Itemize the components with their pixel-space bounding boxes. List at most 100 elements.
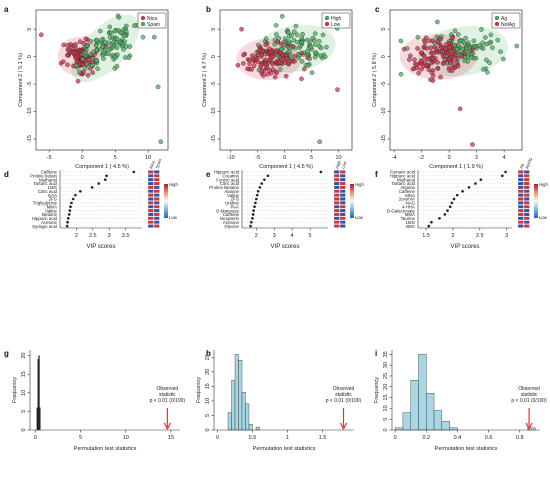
x-axis-label: VIP scores [451, 244, 480, 250]
heatmap-cell [153, 197, 160, 201]
data-point-spain [114, 64, 120, 69]
histogram-bar [426, 393, 435, 431]
x-tick-label: 0 [448, 155, 451, 161]
heatmap-cell [147, 170, 154, 174]
heatmap-cell [333, 212, 340, 217]
data-point-low [235, 63, 241, 68]
y-axis-label: Frequency [12, 377, 18, 403]
heatmap-cell [153, 193, 160, 197]
vip-point [438, 217, 441, 220]
outlier-point [239, 26, 244, 32]
heatmap-cell [523, 189, 530, 194]
heatmap-cell [333, 201, 340, 205]
heatmap-cell [339, 174, 346, 178]
vip-point [97, 182, 101, 185]
x-tick-label: 5 [79, 435, 82, 441]
vip-point [251, 213, 255, 216]
y-axis-label: Component 2 ( 5.8 %) [372, 53, 378, 107]
data-point-low [263, 42, 269, 47]
heatmap-cell [339, 185, 346, 190]
feature-label: Neopterin [220, 216, 240, 221]
data-point-high [305, 37, 310, 43]
y-tick-label: 0 [27, 55, 33, 58]
heatmap-cell [333, 177, 340, 182]
heatmap-column-label: Spain [154, 158, 162, 169]
data-point-notag [423, 35, 429, 41]
data-point-high [289, 33, 294, 38]
vip-point [74, 193, 77, 197]
heatmap-cell [517, 189, 524, 194]
histogram-bar [248, 423, 253, 431]
vip-point [255, 193, 259, 197]
data-point-notag [412, 57, 417, 63]
heatmap-cell [339, 224, 346, 228]
data-point-low [292, 54, 297, 59]
data-point-spain [94, 58, 99, 63]
heatmap-column-label: NotAg [524, 157, 533, 169]
heatmap-cell [339, 212, 346, 217]
x-tick-label: 2 [451, 233, 454, 239]
data-point-notag [418, 59, 424, 64]
feature-label: Tartaric acid [33, 181, 57, 186]
data-point-spain [124, 23, 129, 29]
legend-swatch [140, 21, 146, 27]
feature-label: Acetone [41, 220, 58, 225]
data-point-notag [426, 67, 432, 73]
data-point-notag [422, 55, 428, 61]
data-point-high [310, 35, 316, 41]
vip-point [65, 224, 69, 228]
vip-point [71, 197, 75, 201]
heatmap-column-label: Low [340, 161, 347, 170]
data-point-low [290, 44, 296, 49]
data-point-spain [126, 55, 132, 60]
data-point-notag [429, 70, 435, 76]
data-point-spain [114, 36, 120, 42]
plot-frame [35, 9, 169, 151]
y-axis-label: Frequency [196, 377, 202, 403]
y-tick-label: 0 [21, 428, 27, 431]
data-point-ag [487, 60, 492, 65]
data-point-notag [454, 59, 459, 65]
vip-point [260, 182, 264, 185]
observed-label: statistic [521, 392, 538, 398]
observed-label: p < 0.01 (0/100) [150, 398, 186, 404]
data-point-ag [460, 46, 465, 52]
panel-b: b -10 -5 0 5 10 -15 -10 -5 0 5 Component 1 ( 4.5 %)… [202, 5, 353, 170]
x-axis-label: Permutation test statistics [253, 446, 316, 452]
x-tick-label: 10 [145, 155, 151, 161]
data-point-notag [451, 48, 457, 54]
heatmap-cell [339, 197, 346, 201]
x-tick-label: 1.5 [319, 435, 327, 441]
vip-point [319, 170, 323, 174]
y-tick-label: 0 [383, 428, 389, 431]
data-point-notag [428, 45, 434, 51]
x-tick-label: 4 [291, 233, 294, 239]
y-tick-label: 0 [205, 428, 211, 431]
data-point-notag [442, 56, 448, 62]
data-point-spain [152, 34, 157, 40]
plot-frame [389, 9, 523, 151]
data-point-spain [140, 34, 146, 40]
colorbar-high-label: High [355, 182, 364, 187]
data-point-high [305, 63, 311, 68]
feature-label: Triglyglycine [33, 201, 58, 206]
colorbar-low-label: Low [355, 215, 364, 220]
feature-label: Fumaric acid [390, 170, 416, 175]
vip-point [501, 174, 504, 178]
data-point-ag [452, 28, 458, 34]
feature-label: Proline betain [30, 174, 57, 179]
data-point-notag [439, 45, 445, 51]
legend-entry: Low [331, 22, 341, 28]
data-point-high [286, 39, 292, 45]
y-tick-label: 10 [205, 398, 211, 404]
x-tick-label: 1.5 [422, 233, 430, 239]
plot-frame [219, 9, 353, 151]
vip-point [461, 189, 464, 193]
vip-point [263, 178, 266, 181]
feature-label: Creatine [222, 174, 239, 179]
x-tick-label: 4 [503, 155, 506, 161]
y-tick-label: -10 [27, 108, 33, 116]
y-tick-label: -15 [27, 135, 33, 143]
x-axis-label: VIP scores [271, 244, 300, 250]
